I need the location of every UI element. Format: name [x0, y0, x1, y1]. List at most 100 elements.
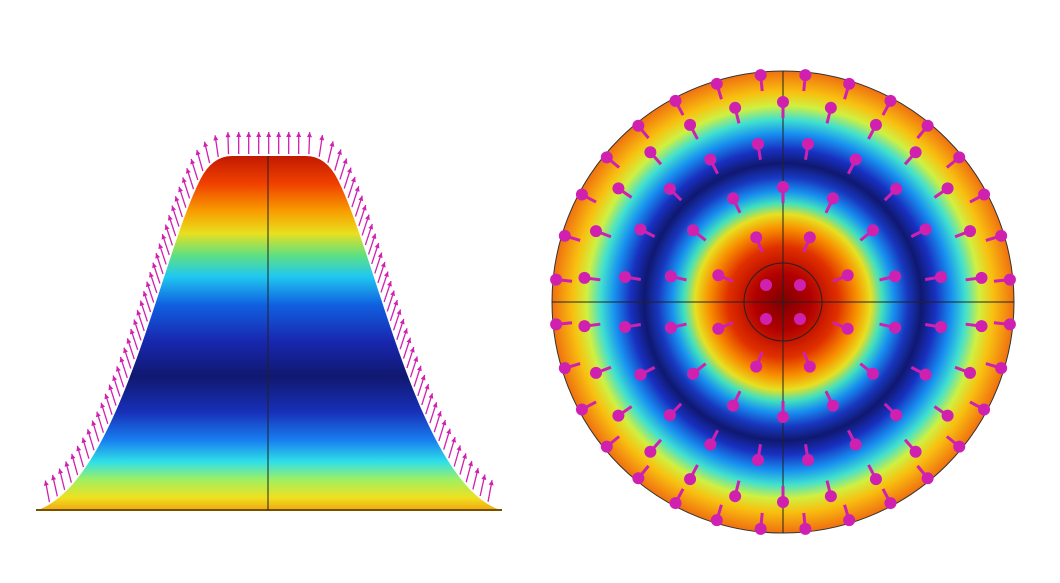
- flux-pin-head: [550, 273, 563, 286]
- flux-pin-head: [909, 445, 922, 458]
- flux-pin-head: [824, 101, 837, 114]
- arrow-head: [246, 132, 252, 137]
- arrow-head: [136, 310, 142, 316]
- flux-pin-head: [618, 321, 631, 334]
- flux-pin-head: [826, 192, 839, 205]
- arrow-head: [347, 167, 352, 174]
- flux-pin-head: [803, 360, 816, 373]
- arrow-head: [413, 356, 419, 362]
- arrow-head: [100, 402, 106, 409]
- arrow-head: [474, 468, 480, 474]
- arrow-head: [256, 132, 262, 137]
- flux-pin-head: [975, 320, 988, 333]
- flux-pin-head: [841, 322, 854, 335]
- flux-pin-head: [953, 440, 966, 453]
- arrow-head: [161, 234, 167, 240]
- arrow-head: [152, 262, 157, 269]
- arrow-head: [432, 402, 438, 408]
- arrow-head: [387, 281, 392, 287]
- flux-pin-head: [919, 368, 932, 381]
- flux-pin-head: [754, 522, 767, 535]
- flux-pin-head: [684, 118, 697, 131]
- arrow-head: [203, 141, 209, 148]
- arrow-head: [116, 366, 121, 372]
- arrow-head: [276, 132, 282, 137]
- flux-pin-head: [921, 472, 934, 485]
- flux-pin-head: [841, 269, 854, 282]
- flux-pin-head: [558, 362, 571, 375]
- arrow-head: [145, 281, 151, 288]
- arrow-head: [286, 132, 292, 137]
- flux-pin-head: [799, 69, 812, 82]
- flux-pin-head: [644, 146, 657, 159]
- flux-pin-head: [1003, 273, 1016, 286]
- arrow-head: [420, 374, 426, 381]
- flux-pin-head: [866, 367, 879, 380]
- flux-pin-head: [669, 94, 682, 107]
- flux-pin-head: [884, 497, 897, 510]
- arrow-head: [396, 309, 402, 316]
- flux-pin-head: [612, 182, 625, 195]
- arrow-head: [390, 290, 395, 297]
- flux-pin-head: [634, 223, 647, 236]
- flux-pin-head: [777, 496, 789, 508]
- flux-pin-head: [663, 182, 676, 195]
- flux-pin-head: [849, 438, 862, 451]
- arrow-head: [104, 393, 110, 400]
- flux-pin-head: [712, 322, 725, 335]
- arrow-head: [91, 420, 97, 427]
- arrow-head: [58, 468, 64, 474]
- arrow-head: [409, 347, 415, 353]
- flux-pin-head: [843, 514, 856, 527]
- flux-pin-head: [578, 271, 591, 284]
- flux-pin-head: [799, 522, 812, 535]
- arrow-head: [393, 300, 399, 306]
- arrow-head: [365, 214, 370, 221]
- flux-pin-head: [869, 473, 882, 486]
- flux-pin-head: [889, 321, 902, 334]
- flux-pin-head: [751, 137, 764, 150]
- arrow-head: [383, 271, 389, 278]
- arrow-head: [462, 453, 467, 459]
- arrow-head: [178, 186, 183, 193]
- arrow-head: [468, 460, 473, 467]
- arrow-head: [123, 347, 128, 354]
- arrow-head: [436, 411, 442, 417]
- arrow-head: [374, 243, 380, 249]
- flux-pin-head: [575, 188, 588, 201]
- flux-pin-head: [589, 225, 602, 238]
- flux-pin-head: [941, 182, 954, 195]
- arrow-head: [351, 176, 356, 183]
- flux-pin-head: [975, 271, 988, 284]
- arrow-head: [358, 195, 364, 202]
- flux-pin-head: [843, 77, 856, 90]
- arrow-head: [76, 445, 82, 452]
- flux-pin-head: [793, 279, 806, 292]
- axisymmetric-profile: [38, 156, 500, 510]
- arrow-head: [441, 419, 447, 426]
- flux-pin-head: [793, 312, 806, 325]
- arrow-head: [236, 132, 242, 137]
- flux-pin-head: [995, 229, 1008, 242]
- arrow-head: [406, 337, 412, 344]
- arrow-head: [481, 474, 487, 480]
- flux-pin-head: [687, 224, 700, 237]
- flux-pin-head: [978, 403, 991, 416]
- flux-pin-head: [921, 119, 934, 132]
- flux-pin-head: [632, 472, 645, 485]
- flux-pin-head: [612, 409, 625, 422]
- arrow-head: [133, 319, 138, 326]
- arrow-head: [86, 429, 92, 435]
- flux-pin-head: [760, 279, 773, 292]
- flux-pin-head: [664, 321, 677, 334]
- arrow-head: [399, 318, 405, 325]
- flux-pin-head: [777, 181, 789, 193]
- flux-pin-head: [849, 153, 862, 166]
- arrow-head: [416, 365, 422, 372]
- arrow-head: [296, 132, 302, 137]
- arrow-head: [171, 205, 177, 212]
- flux-pin-head: [869, 118, 882, 131]
- flux-pin-head: [777, 411, 789, 423]
- flux-pin-head: [589, 366, 602, 379]
